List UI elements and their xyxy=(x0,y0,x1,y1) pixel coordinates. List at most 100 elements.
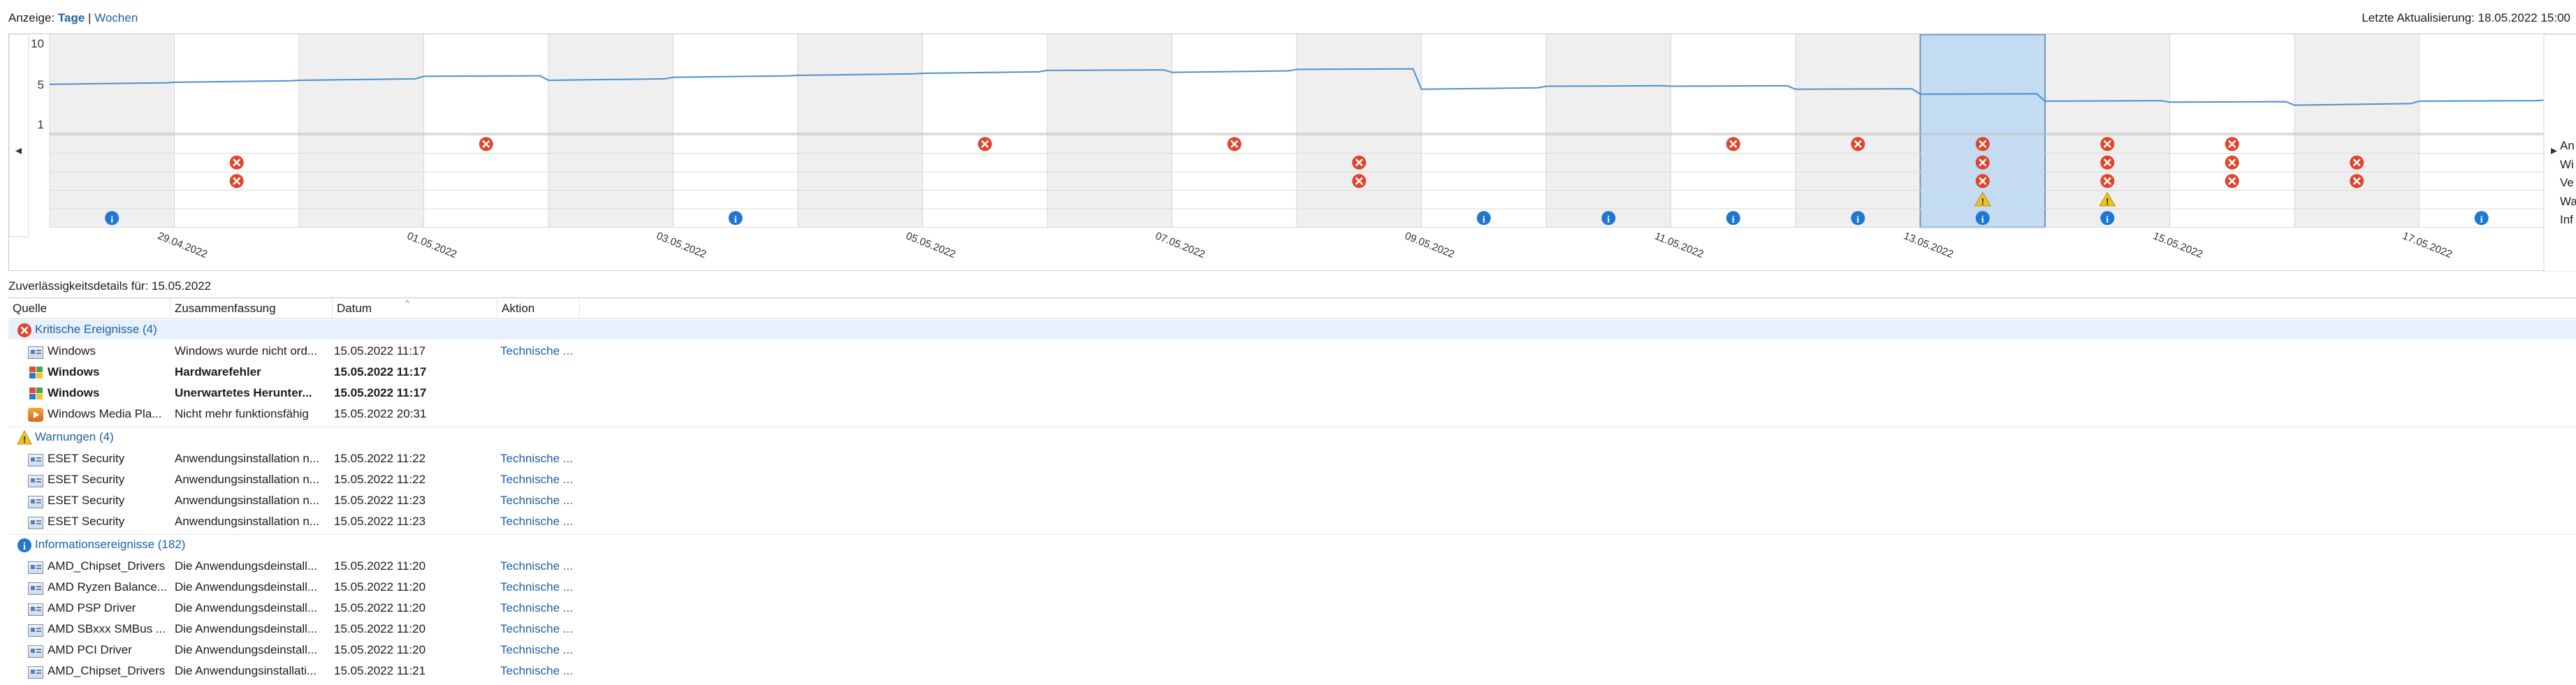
day-column[interactable] xyxy=(50,34,175,228)
day-column[interactable] xyxy=(548,34,674,228)
source-cell: AMD_Chipset_Drivers xyxy=(48,664,166,677)
warning-icon[interactable] xyxy=(1974,191,1991,207)
day-column[interactable] xyxy=(1671,34,1796,228)
info-icon[interactable] xyxy=(1726,211,1740,226)
column-header-source[interactable]: Quelle xyxy=(8,298,170,319)
warning-icon[interactable] xyxy=(2099,191,2116,207)
technical-details-link[interactable]: Technische ... xyxy=(500,494,573,507)
error-icon-cross xyxy=(2353,177,2361,185)
technical-details-link[interactable]: Technische ... xyxy=(500,580,573,594)
day-column[interactable] xyxy=(1546,34,1671,228)
table-row[interactable]: AMD Ryzen Balance... Die Anwendungsdeinst… xyxy=(8,577,2576,598)
x-date-label: 05.05.2022 xyxy=(904,230,957,260)
group-header-warning[interactable]: ! Warnungen (4) xyxy=(8,427,2576,447)
day-column[interactable] xyxy=(2169,34,2295,228)
info-icon-mark: i xyxy=(1483,214,1485,225)
table-row[interactable]: AMD PCI Driver Die Anwendungsdeinstall...… xyxy=(8,640,2576,661)
day-column[interactable] xyxy=(798,34,923,228)
column-header-date[interactable]: Datum xyxy=(333,298,497,319)
technical-details-link[interactable]: Technische ... xyxy=(500,344,573,358)
x-date-label: 01.05.2022 xyxy=(405,230,458,260)
group-header-info[interactable]: i Informationsereignisse (182) xyxy=(8,535,2576,554)
table-row[interactable]: ESET Security Anwendungsinstallation n...… xyxy=(8,511,2576,532)
technical-details-link[interactable]: Technische ... xyxy=(500,452,573,465)
source-cell: AMD PSP Driver xyxy=(48,601,136,614)
stability-index-line xyxy=(49,68,2545,106)
x-date-label: 29.04.2022 xyxy=(156,230,209,260)
warning-icon-mark: ! xyxy=(2106,196,2109,207)
day-column[interactable] xyxy=(299,34,424,228)
table-row[interactable]: ESET Security Anwendungsinstallation n...… xyxy=(8,469,2576,490)
summary-cell: Windows wurde nicht ord... xyxy=(175,344,318,358)
day-column[interactable] xyxy=(922,34,1048,228)
table-row[interactable]: AMD_Chipset_Drivers Die Anwendungsdeinsta… xyxy=(8,556,2576,577)
view-selector: Anzeige: Tage | Wochen xyxy=(8,11,138,25)
table-row[interactable]: ESET Security Anwendungsinstallation n...… xyxy=(8,490,2576,511)
technical-details-link[interactable]: Technische ... xyxy=(500,601,573,614)
table-row[interactable]: AMD_Chipset_Drivers Die Anwendungsinstall… xyxy=(8,661,2576,682)
source-cell: Windows Media Pla... xyxy=(48,407,162,420)
day-column[interactable] xyxy=(1421,34,1547,228)
scroll-left-strip[interactable] xyxy=(9,34,29,237)
info-icon[interactable] xyxy=(2100,211,2115,226)
scroll-right-strip[interactable] xyxy=(2543,34,2576,272)
date-cell: 15.05.2022 11:17 xyxy=(334,386,427,399)
error-icon-cross xyxy=(981,140,989,148)
date-cell: 15.05.2022 11:21 xyxy=(334,664,426,677)
view-days-link[interactable]: Tage xyxy=(57,11,85,24)
reliability-chart[interactable]: ◂ 10 5 1!! i i i i i i i i i 29.04.2022 01.05.2022 03.0… xyxy=(8,34,2576,272)
day-column[interactable] xyxy=(673,34,799,228)
info-icon[interactable] xyxy=(728,211,743,226)
day-column[interactable] xyxy=(2419,34,2545,228)
info-icon[interactable] xyxy=(1975,211,1990,226)
table-row[interactable]: Windows Hardwarefehler 15.05.2022 11:17 xyxy=(8,362,2576,383)
info-icon-mark: i xyxy=(1732,214,1735,225)
scroll-right-arrow-icon[interactable]: ▸ xyxy=(2551,143,2557,158)
table-row[interactable]: Windows Unerwartetes Herunter... 15.05.202… xyxy=(8,383,2576,404)
table-row[interactable]: ESET Security Anwendungsinstallation n...… xyxy=(8,448,2576,469)
day-column[interactable] xyxy=(2294,34,2419,228)
scroll-left-arrow-icon[interactable]: ◂ xyxy=(15,143,22,158)
technical-details-link[interactable]: Technische ... xyxy=(500,643,573,656)
technical-details-link[interactable]: Technische ... xyxy=(500,622,573,635)
technical-details-link[interactable]: Technische ... xyxy=(500,664,573,677)
row-labels-right: An Wi Ve Wa Inf xyxy=(2560,137,2576,230)
day-column[interactable] xyxy=(423,34,549,228)
reliability-chart-svg[interactable]: ◂ 10 5 1! ! i i i i i i i i i 29.04.2022 01.05.2022 03.0… xyxy=(9,34,2576,272)
technical-details-link[interactable]: Technische ... xyxy=(500,559,573,573)
row-label-right: Inf xyxy=(2560,213,2573,226)
table-row[interactable]: Windows Windows wurde nicht ord... 15.05.2… xyxy=(8,341,2576,362)
info-icon[interactable] xyxy=(2474,211,2489,226)
technical-details-link[interactable]: Technische ... xyxy=(500,473,573,486)
day-column[interactable] xyxy=(174,34,300,228)
application-icon xyxy=(28,473,43,487)
info-icon-mark: i xyxy=(1856,214,1859,225)
info-icon[interactable] xyxy=(1476,211,1491,226)
info-icon[interactable] xyxy=(1601,211,1616,226)
svg-text:!: ! xyxy=(23,434,26,445)
group-header-error[interactable]: Kritische Ereignisse (4) xyxy=(8,320,2576,339)
view-weeks-link[interactable]: Wochen xyxy=(94,11,138,24)
technical-details-link[interactable]: Technische ... xyxy=(500,515,573,528)
info-icon[interactable] xyxy=(1851,211,1865,226)
table-row[interactable]: AMD SBxxx SMBus ... Die Anwendungsdeinsta… xyxy=(8,619,2576,640)
info-icon-mark: i xyxy=(734,214,737,225)
row-label-right: Wi xyxy=(2560,157,2574,171)
date-cell: 15.05.2022 11:17 xyxy=(334,344,426,358)
summary-cell: Die Anwendungsdeinstall... xyxy=(175,622,318,635)
column-header-action[interactable]: Aktion xyxy=(497,298,580,319)
source-cell: AMD PCI Driver xyxy=(48,643,132,656)
day-column[interactable] xyxy=(1047,34,1172,228)
info-icon-mark: i xyxy=(1607,214,1610,225)
column-header-summary[interactable]: Zusammenfassung xyxy=(170,298,333,319)
day-column[interactable] xyxy=(1297,34,1422,228)
day-column[interactable] xyxy=(1172,34,1297,228)
table-row[interactable]: AMD PSP Driver Die Anwendungsdeinstall...… xyxy=(8,598,2576,619)
error-icon-cross xyxy=(1979,177,1986,185)
source-cell: Windows xyxy=(48,365,100,378)
day-column[interactable] xyxy=(1796,34,1921,228)
table-row[interactable]: Windows Media Pla... Nicht mehr funktions… xyxy=(8,404,2576,425)
windows-icon xyxy=(28,366,43,380)
info-icon[interactable] xyxy=(105,211,119,226)
error-icon-cross xyxy=(2104,140,2111,148)
